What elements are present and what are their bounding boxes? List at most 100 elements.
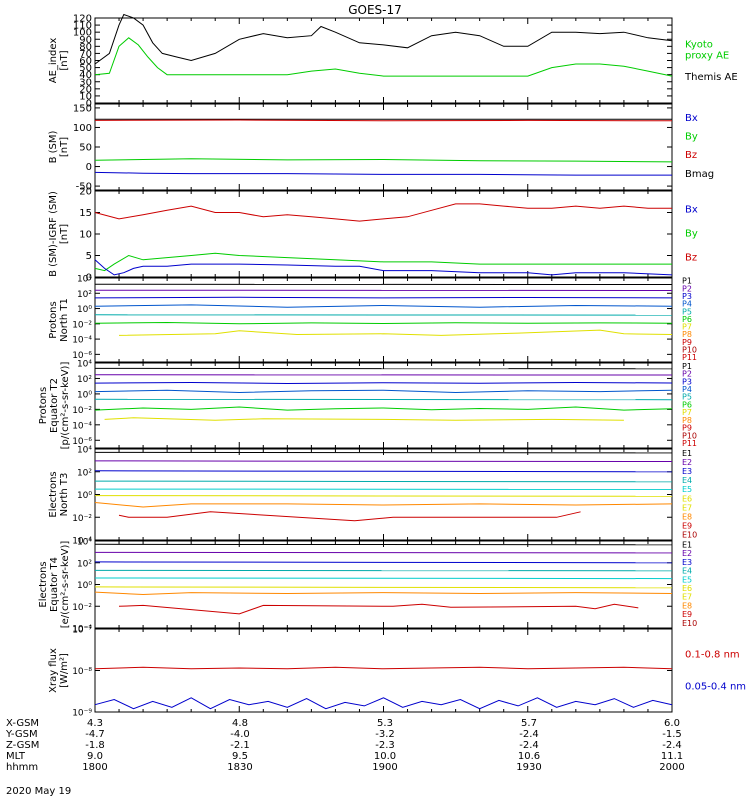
legend-entry: P2: [682, 370, 692, 379]
y-axis-label-line: North T1: [59, 298, 70, 342]
series-e2: [94, 460, 673, 462]
y-tick-label: 10⁻⁶: [72, 437, 92, 447]
panel-frame: [94, 448, 673, 541]
legend-entry: P8: [682, 416, 692, 425]
legend-entry: E4: [682, 476, 692, 485]
legend-entry: P1: [682, 277, 692, 286]
y-tick-label: 50: [79, 143, 92, 154]
series-bx: [94, 259, 673, 276]
legend-entry: P7: [682, 323, 692, 332]
y-axis-label-line: [e/(cm²-s-sr-keV)]: [60, 541, 71, 629]
legend-entry: E2: [682, 549, 692, 558]
legend-entry: By: [685, 228, 698, 239]
orbit-value: 1900: [372, 762, 397, 773]
y-tick-label: 30: [79, 77, 92, 88]
y-tick-label: 120: [73, 14, 92, 25]
y-tick-label: 10: [79, 230, 92, 241]
chart-panel-8: 10⁻⁷ 10⁻⁸ 10⁻⁹ Xray flux[W/m²] 0.1-0.8 nm 0.0…: [48, 626, 746, 719]
legend-line: E4: [682, 567, 692, 576]
y-axis-label-line: Protons: [48, 301, 59, 338]
y-tick-label: 10²: [77, 468, 92, 478]
legend-line: By: [685, 228, 698, 239]
y-tick-label: 10⁻⁴: [72, 625, 92, 635]
y-tick-label: 100: [73, 28, 92, 39]
y-tick-label: 10⁻⁶: [72, 351, 92, 361]
orbit-row-label: MLT: [6, 751, 26, 762]
legend-entry: E7: [682, 593, 692, 602]
y-tick-label: 10⁻⁴: [72, 336, 92, 346]
y-tick-label: 10: [79, 91, 92, 102]
y-tick-label: 20: [79, 84, 92, 95]
legend-line: By: [685, 132, 698, 143]
legend-entry: Bz: [685, 150, 697, 161]
legend-entry: E1: [682, 449, 692, 458]
legend-line: P8: [682, 416, 692, 425]
legend-line: E8: [682, 601, 692, 610]
legend-line: Bmag: [685, 169, 714, 180]
y-axis-label: B (SM)-IGRF (SM)[nT]: [48, 191, 70, 277]
y-tick-label: 0: [86, 273, 92, 284]
legend-entry: P11: [682, 439, 697, 448]
legend-entry: E1: [682, 541, 692, 550]
y-tick-label: 10⁻²: [72, 603, 92, 613]
legend-line: E6: [682, 584, 692, 593]
orbit-value: 1930: [516, 762, 541, 773]
y-axis-label: ProtonsEquator T2[p/(cm²-s-sr-keV)]: [38, 362, 71, 450]
legend-line: Kyoto: [685, 39, 713, 50]
orbit-table: X-GSM 4.3 4.8 5.3 5.7 6.0Y-GSM -4.7 -4.0 -3.2 -2.…: [5, 718, 685, 773]
orbit-value: -2.4: [519, 740, 539, 751]
legend-entry: E9: [682, 610, 692, 619]
legend-line: E1: [682, 541, 692, 550]
orbit-value: 1800: [82, 762, 107, 773]
legend-entry: E2: [682, 458, 692, 467]
legend-line: Bz: [685, 150, 697, 161]
legend-entry: P11: [682, 353, 697, 362]
legend-line: P9: [682, 424, 692, 433]
y-axis-label-line: Electrons: [48, 471, 59, 517]
legend-line: 0.05-0.4 nm: [685, 682, 746, 693]
legend-entry: P3: [682, 377, 692, 386]
orbit-value: -4.7: [85, 729, 105, 740]
orbit-value: -2.4: [662, 740, 682, 751]
legend-entry: P6: [682, 315, 692, 324]
series-e8: [94, 502, 673, 508]
orbit-value: -4.0: [230, 729, 250, 740]
orbit-value: -1.8: [85, 740, 105, 751]
series-kyoto-proxy-ae: [94, 37, 673, 77]
orbit-value: 4.3: [87, 718, 103, 729]
series-e8: [94, 591, 673, 596]
legend-line: P9: [682, 338, 692, 347]
legend-line: P1: [682, 277, 692, 286]
orbit-value: 9.0: [87, 751, 103, 762]
y-axis-label-line: Electrons: [38, 561, 49, 607]
legend-entry: E9: [682, 522, 692, 531]
legend-line: E10: [682, 531, 697, 540]
series-by: [94, 252, 672, 272]
orbit-value: -1.5: [662, 729, 682, 740]
legend-line: E2: [682, 549, 692, 558]
y-axis-label-line: [nT]: [59, 50, 70, 70]
legend-line: P7: [682, 408, 692, 417]
orbit-row-label: hhmm: [6, 762, 38, 773]
y-tick-label: 10⁰: [77, 491, 92, 501]
y-axis-label-line: [W/m²]: [59, 653, 70, 688]
series-e9: [118, 603, 639, 615]
orbit-row-label: Z-GSM: [6, 740, 39, 751]
y-axis-label-line: North T3: [59, 473, 70, 517]
orbit-value: 2000: [659, 762, 684, 773]
orbit-value: -2.4: [519, 729, 539, 740]
series-bz: [94, 119, 673, 122]
legend-line: P11: [682, 353, 697, 362]
legend-entry: P5: [682, 393, 692, 402]
y-axis-label: ElectronsNorth T3: [48, 471, 70, 517]
legend-line: P8: [682, 330, 692, 339]
series-p3: [94, 296, 673, 299]
series-e1: [94, 451, 673, 454]
y-axis-label: ElectronsEquator T4[e/(cm²-s-sr-keV)]: [38, 541, 71, 629]
legend-entry: Bmag: [685, 169, 714, 180]
series-e1: [94, 543, 673, 546]
y-tick-label: 10⁻²: [72, 514, 92, 524]
legend-entry: P9: [682, 338, 692, 347]
legend-line: P3: [682, 292, 692, 301]
